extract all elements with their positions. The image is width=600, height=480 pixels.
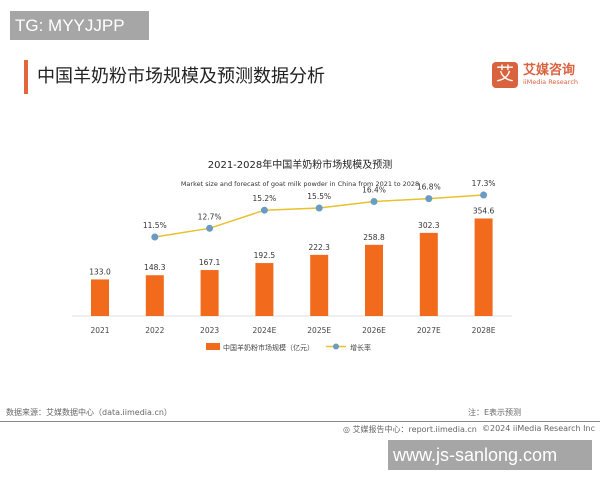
- bar: [419, 232, 438, 316]
- chart-subtitle: Market size and forecast of goat milk po…: [181, 180, 419, 188]
- growth-point: [315, 204, 323, 212]
- x-tick-label: 2027E: [417, 326, 441, 335]
- chart-title: 2021-2028年中国羊奶粉市场规模及预测: [208, 158, 393, 171]
- legend-line-point: [333, 343, 339, 350]
- bar-value-label: 133.0: [89, 267, 111, 276]
- growth-value-label: 11.5%: [143, 221, 167, 230]
- bar: [91, 279, 109, 316]
- growth-point: [260, 206, 268, 214]
- growth-value-label: 15.5%: [307, 192, 331, 201]
- bar-value-label: 222.3: [308, 243, 330, 252]
- chart: 2021-2028年中国羊奶粉市场规模及预测 Market size and f…: [72, 158, 512, 352]
- title-accent-bar: [24, 60, 28, 94]
- watermark-top: TG: MYYJJPP: [10, 11, 149, 40]
- footer-divider: [0, 421, 600, 422]
- x-tick-label: 2025E: [307, 326, 331, 335]
- x-tick-label: 2024E: [252, 326, 276, 335]
- growth-point: [151, 233, 159, 241]
- x-tick-label: 2026E: [362, 326, 386, 335]
- logo-mark: 艾: [492, 62, 518, 88]
- growth-value-label: 17.3%: [472, 179, 496, 188]
- report-text: 艾媒报告中心：report.iimedia.cn: [352, 425, 477, 434]
- watermark-bottom: www.js-sanlong.com: [388, 440, 592, 470]
- bar: [474, 218, 493, 316]
- logo-en: iiMedia Research: [523, 78, 579, 86]
- growth-point: [370, 198, 378, 206]
- page-title: 中国羊奶粉市场规模及预测数据分析: [37, 66, 325, 87]
- growth-point: [425, 195, 433, 203]
- legend-bar-swatch: [206, 343, 220, 350]
- bar: [200, 270, 219, 316]
- legend-line-label: 增长率: [350, 343, 371, 352]
- bar: [310, 254, 329, 316]
- logo: 艾 艾媒咨询 iiMedia Research: [492, 62, 578, 88]
- bar-value-label: 192.5: [254, 251, 276, 260]
- x-tick-label: 2028E: [472, 326, 496, 335]
- bar-value-label: 148.3: [144, 263, 166, 272]
- report-link[interactable]: ◎ 艾媒报告中心：report.iimedia.cn: [343, 425, 477, 434]
- bar-value-label: 302.3: [418, 221, 440, 230]
- growth-point: [480, 191, 488, 199]
- bar-value-label: 167.1: [199, 258, 221, 267]
- bar: [365, 244, 383, 316]
- copyright: ©2024 iiMedia Research Inc: [482, 424, 595, 433]
- growth-value-label: 15.2%: [252, 194, 276, 203]
- bar: [255, 263, 274, 316]
- bar-value-label: 258.8: [363, 233, 385, 242]
- source-text: 数据来源：艾媒数据中心（data.iimedia.cn）: [6, 408, 172, 417]
- growth-value-label: 16.8%: [417, 183, 441, 192]
- legend-bar-label: 中国羊奶粉市场规模（亿元）: [223, 343, 314, 352]
- x-tick-label: 2021: [90, 326, 109, 335]
- x-tick-label: 2022: [145, 326, 164, 335]
- growth-value-label: 16.4%: [362, 186, 386, 195]
- bar: [145, 275, 164, 316]
- x-tick-label: 2023: [200, 326, 219, 335]
- bar-value-label: 354.6: [473, 206, 495, 215]
- growth-value-label: 12.7%: [198, 212, 222, 221]
- logo-cn: 艾媒咨询: [523, 63, 576, 78]
- growth-point: [206, 224, 214, 232]
- note-text: 注：E表示预测: [468, 408, 522, 417]
